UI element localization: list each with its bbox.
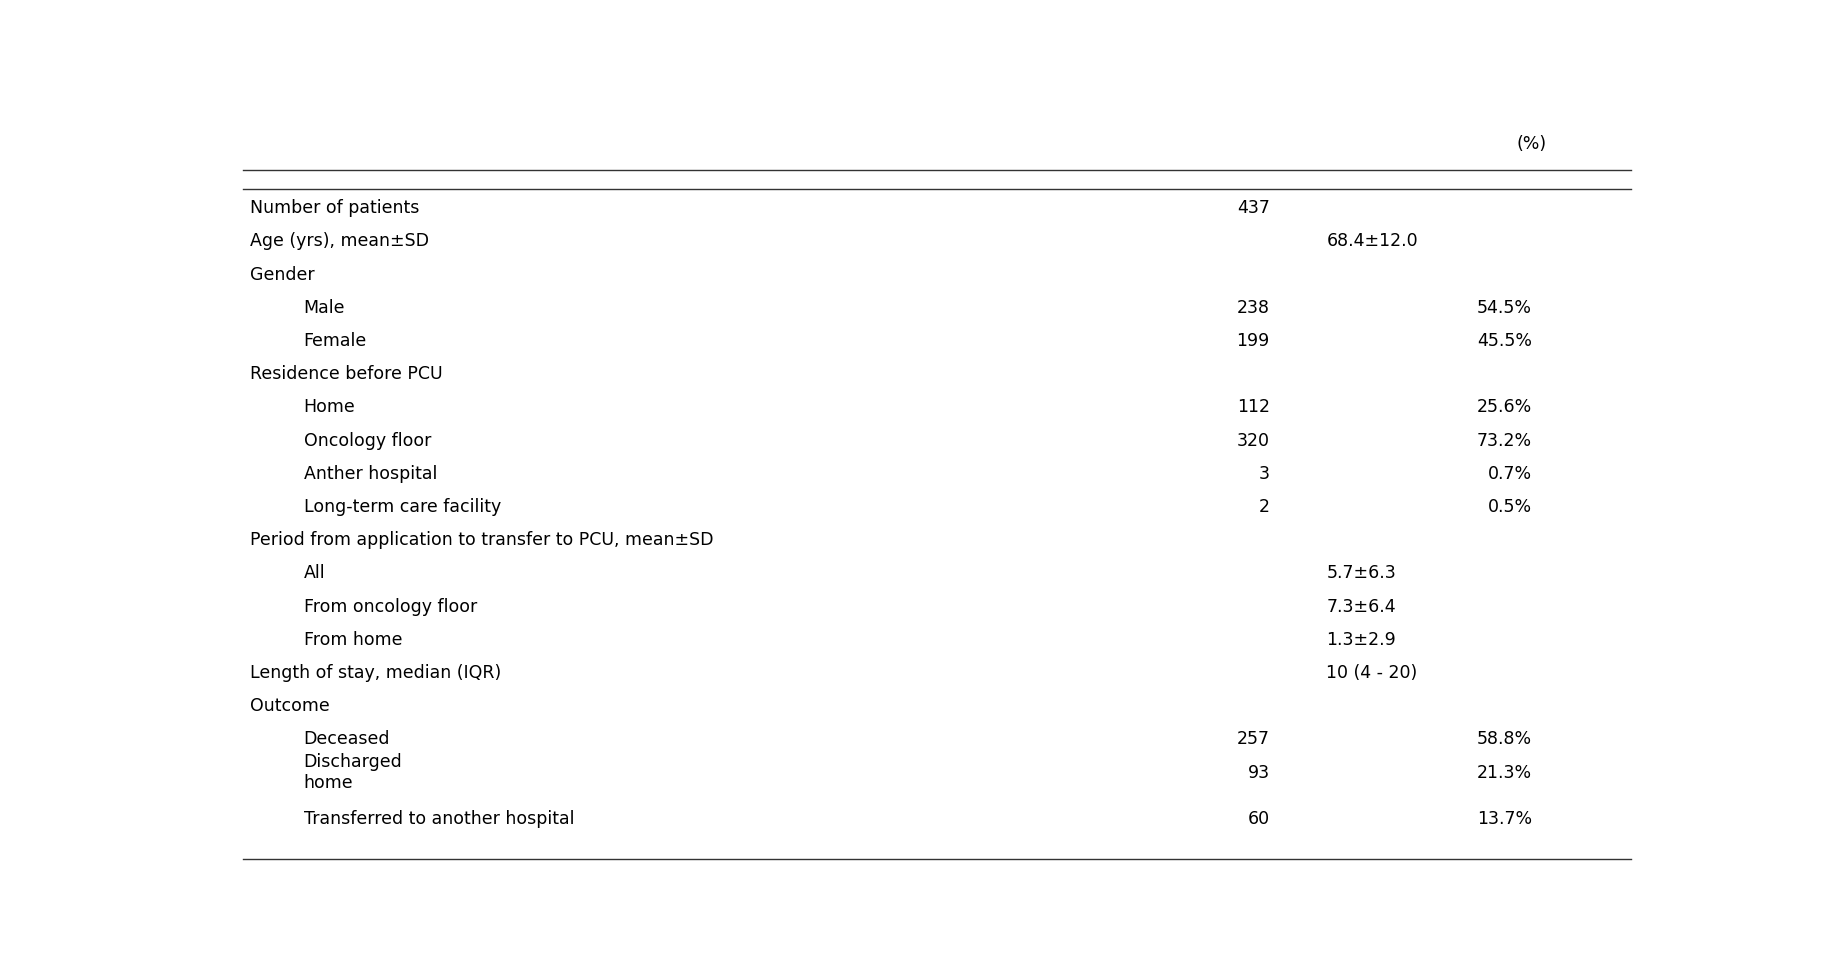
- Text: home: home: [303, 774, 353, 792]
- Text: Home: Home: [303, 398, 355, 416]
- Text: 199: 199: [1236, 332, 1270, 350]
- Text: Residence before PCU: Residence before PCU: [250, 366, 442, 383]
- Text: 54.5%: 54.5%: [1477, 299, 1532, 317]
- Text: 45.5%: 45.5%: [1477, 332, 1532, 350]
- Text: 2: 2: [1259, 498, 1270, 516]
- Text: 60: 60: [1249, 810, 1270, 828]
- Text: Outcome: Outcome: [250, 697, 329, 715]
- Text: 320: 320: [1238, 431, 1270, 450]
- Text: Female: Female: [303, 332, 367, 350]
- Text: Discharged: Discharged: [303, 753, 402, 771]
- Text: All: All: [303, 564, 325, 582]
- Text: 7.3±6.4: 7.3±6.4: [1327, 598, 1397, 615]
- Text: Transferred to another hospital: Transferred to another hospital: [303, 810, 574, 828]
- Text: From oncology floor: From oncology floor: [303, 598, 477, 615]
- Text: Long-term care facility: Long-term care facility: [303, 498, 501, 516]
- Text: 73.2%: 73.2%: [1477, 431, 1532, 450]
- Text: From home: From home: [303, 631, 402, 649]
- Text: 0.5%: 0.5%: [1488, 498, 1532, 516]
- Text: Length of stay, median (IQR): Length of stay, median (IQR): [250, 664, 501, 682]
- Text: 437: 437: [1238, 199, 1270, 218]
- Text: 25.6%: 25.6%: [1477, 398, 1532, 416]
- Text: Period from application to transfer to PCU, mean±SD: Period from application to transfer to P…: [250, 531, 713, 549]
- Text: 10 (4 - 20): 10 (4 - 20): [1327, 664, 1419, 682]
- Text: Number of patients: Number of patients: [250, 199, 419, 218]
- Text: 93: 93: [1249, 763, 1270, 782]
- Text: 1.3±2.9: 1.3±2.9: [1327, 631, 1397, 649]
- Text: 112: 112: [1238, 398, 1270, 416]
- Text: 5.7±6.3: 5.7±6.3: [1327, 564, 1397, 582]
- Text: 58.8%: 58.8%: [1477, 730, 1532, 749]
- Text: Oncology floor: Oncology floor: [303, 431, 431, 450]
- Text: Gender: Gender: [250, 266, 314, 283]
- Text: 21.3%: 21.3%: [1477, 763, 1532, 782]
- Text: 13.7%: 13.7%: [1477, 810, 1532, 828]
- Text: Deceased: Deceased: [303, 730, 389, 749]
- Text: Male: Male: [303, 299, 345, 317]
- Text: 3: 3: [1259, 465, 1270, 483]
- Text: 0.7%: 0.7%: [1488, 465, 1532, 483]
- Text: Anther hospital: Anther hospital: [303, 465, 437, 483]
- Text: Age (yrs), mean±SD: Age (yrs), mean±SD: [250, 232, 430, 250]
- Text: 68.4±12.0: 68.4±12.0: [1327, 232, 1419, 250]
- Text: 257: 257: [1238, 730, 1270, 749]
- Text: (%): (%): [1517, 135, 1546, 153]
- Text: 238: 238: [1238, 299, 1270, 317]
